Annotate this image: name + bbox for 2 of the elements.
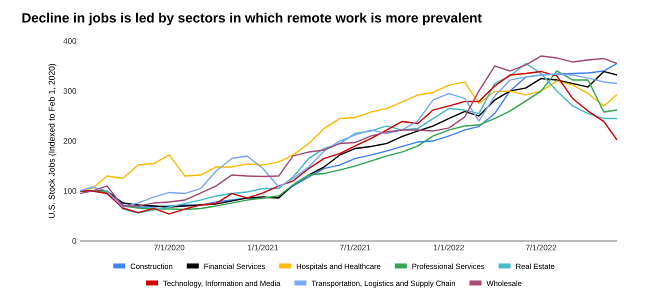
chart-title: Decline in jobs is led by sectors in which remote work is more prevalent [22,12,482,26]
y-axis-title: U.S. Stock Jobs (Indexed to Feb 1, 2020) [48,64,56,218]
